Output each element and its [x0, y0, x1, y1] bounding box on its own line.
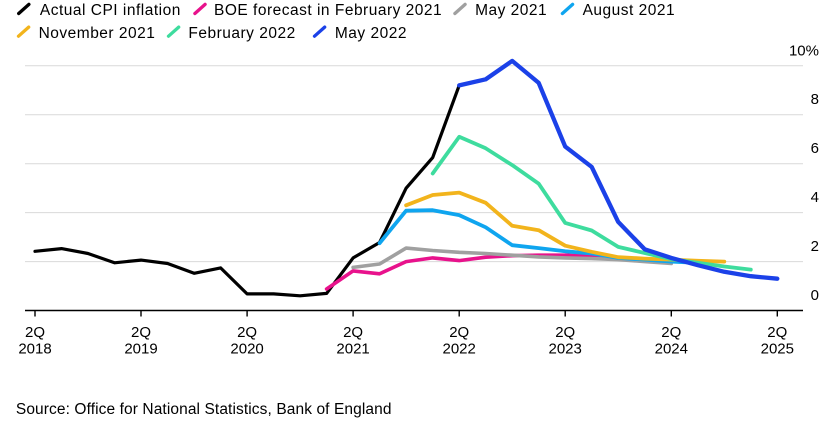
svg-text:February 2022: February 2022: [188, 25, 295, 42]
svg-text:0: 0: [811, 287, 819, 304]
svg-text:Actual CPI inflation: Actual CPI inflation: [40, 2, 181, 19]
svg-text:August 2021: August 2021: [583, 2, 676, 19]
svg-text:Source: Office for National St: Source: Office for National Statistics, …: [16, 401, 392, 418]
svg-text:2024: 2024: [655, 341, 688, 358]
svg-text:2Q: 2Q: [661, 324, 681, 341]
svg-text:2Q: 2Q: [343, 324, 363, 341]
svg-text:2019: 2019: [124, 341, 157, 358]
svg-text:November 2021: November 2021: [39, 25, 156, 42]
svg-text:2Q: 2Q: [237, 324, 257, 341]
svg-text:BOE forecast in February 2021: BOE forecast in February 2021: [214, 2, 442, 19]
svg-text:2Q: 2Q: [555, 324, 575, 341]
svg-text:2023: 2023: [549, 341, 582, 358]
svg-text:2: 2: [811, 238, 819, 255]
svg-text:2Q: 2Q: [25, 324, 45, 341]
svg-text:10%: 10%: [789, 42, 819, 59]
svg-text:2020: 2020: [230, 341, 263, 358]
svg-text:8: 8: [811, 91, 819, 108]
svg-text:2022: 2022: [443, 341, 476, 358]
svg-text:2Q: 2Q: [449, 324, 469, 341]
svg-text:2025: 2025: [761, 341, 794, 358]
svg-text:May 2021: May 2021: [475, 2, 547, 19]
svg-text:2Q: 2Q: [767, 324, 787, 341]
svg-text:4: 4: [811, 189, 819, 206]
svg-text:6: 6: [811, 140, 819, 157]
svg-text:2Q: 2Q: [131, 324, 151, 341]
svg-text:May 2022: May 2022: [335, 25, 407, 42]
svg-text:2018: 2018: [18, 341, 51, 358]
svg-text:2021: 2021: [336, 341, 369, 358]
